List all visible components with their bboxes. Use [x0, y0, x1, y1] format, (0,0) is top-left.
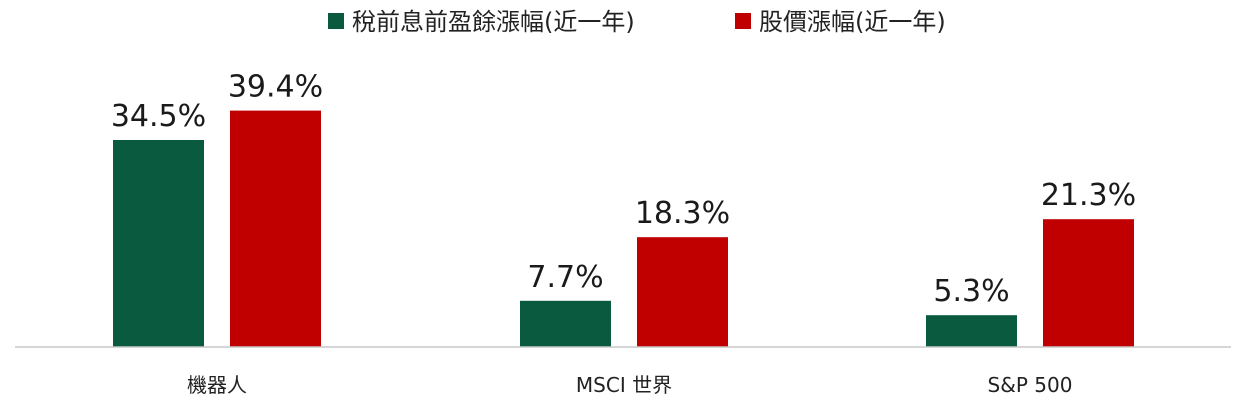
bar-series1-cat1: [113, 140, 204, 347]
bars-group: [113, 110, 1134, 347]
legend-swatch-1: [328, 13, 344, 29]
data-label-series1-cat1: 34.5%: [111, 99, 206, 134]
bar-series2-cat2: [637, 237, 728, 347]
x-tick-label-2: MSCI 世界: [576, 373, 672, 397]
x-axis-tick-labels: 機器人 MSCI 世界 S&P 500: [187, 373, 1072, 397]
legend-swatch-2: [735, 13, 751, 29]
data-label-series2-cat2: 18.3%: [635, 196, 730, 231]
data-label-series1-cat2: 7.7%: [527, 260, 603, 295]
data-label-series1-cat3: 5.3%: [933, 274, 1009, 309]
legend-label-2: 股價漲幅(近一年): [759, 8, 946, 36]
bar-series1-cat3: [926, 315, 1017, 347]
legend-label-1: 稅前息前盈餘漲幅(近一年): [352, 8, 635, 36]
data-labels-group: 34.5% 39.4% 7.7% 18.3% 5.3% 21.3%: [111, 70, 1136, 310]
bar-series2-cat1: [230, 110, 321, 347]
x-tick-label-1: 機器人: [187, 373, 247, 397]
x-tick-label-3: S&P 500: [988, 373, 1073, 397]
chart-legend: 稅前息前盈餘漲幅(近一年) 股價漲幅(近一年): [328, 8, 946, 36]
bar-series2-cat3: [1043, 219, 1134, 347]
data-label-series2-cat1: 39.4%: [228, 70, 323, 105]
bar-series1-cat2: [520, 300, 611, 347]
data-label-series2-cat3: 21.3%: [1041, 178, 1136, 213]
